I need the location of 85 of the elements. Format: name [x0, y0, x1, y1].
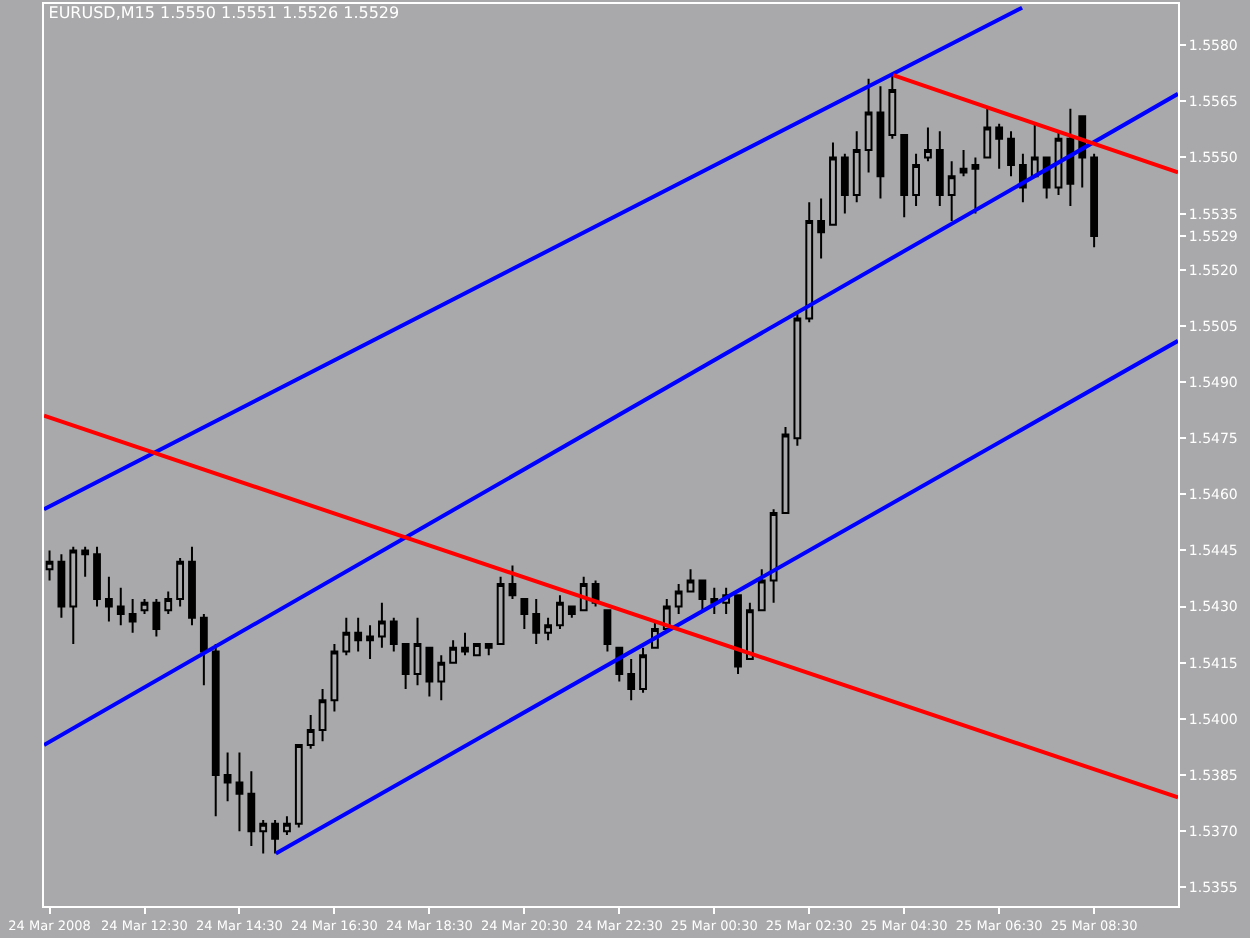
candlestick [235, 751, 244, 833]
candlestick [69, 545, 78, 645]
candlestick [271, 818, 279, 855]
candlestick [484, 643, 493, 657]
candlestick [544, 616, 552, 642]
candlestick [1090, 152, 1099, 249]
candlestick [283, 815, 291, 836]
candlestick [128, 598, 137, 634]
candlestick [164, 590, 173, 616]
candlestick [472, 643, 481, 657]
candlestick [342, 616, 351, 657]
candlestick [995, 122, 1004, 170]
candlestick [651, 620, 659, 649]
candlestick [389, 616, 398, 653]
candlestick [793, 309, 802, 447]
candlestick [639, 646, 647, 694]
candlestick [805, 201, 814, 324]
candlestick [140, 598, 149, 616]
candlestick [93, 545, 101, 608]
candlestick [354, 616, 363, 653]
candlestick [924, 126, 932, 163]
candlestick [840, 152, 849, 215]
candlestick [888, 74, 897, 140]
candlestick [211, 643, 220, 818]
candlestick [532, 598, 541, 645]
candlestick [722, 586, 731, 616]
candlestick [188, 545, 196, 627]
candlestick [852, 130, 861, 204]
candlestick [116, 586, 125, 627]
candlestick [710, 586, 719, 616]
candlestick [556, 594, 564, 631]
candlestick [401, 643, 410, 690]
candlestick [437, 654, 446, 702]
candlestick [223, 751, 232, 803]
candlestick [378, 601, 386, 649]
candlestick [294, 744, 303, 829]
candlestick [330, 643, 339, 713]
candlestick [734, 594, 742, 675]
candlestick [461, 631, 469, 657]
candlestick [662, 598, 671, 634]
candlestick [306, 714, 315, 750]
candlestick [567, 605, 576, 619]
candlestick [757, 568, 766, 612]
candlestick [674, 583, 683, 616]
candlestick [971, 156, 980, 215]
candlestick [45, 549, 54, 582]
candlestick [935, 130, 944, 208]
candlestick [686, 568, 695, 593]
candlestick [864, 77, 873, 174]
candlestick [449, 639, 458, 664]
candlestick [318, 687, 327, 743]
candlestick [603, 609, 612, 653]
candlestick [817, 197, 826, 260]
candlestick [259, 818, 268, 855]
candlestick [520, 598, 529, 631]
candlestick [627, 657, 636, 702]
candlestick [81, 545, 90, 578]
candlestick [769, 508, 778, 604]
candlestick [745, 601, 754, 660]
candlestick [1054, 130, 1063, 196]
candlestick [829, 141, 837, 226]
candlestick [247, 770, 256, 848]
candlestick [366, 624, 374, 660]
candlestick [1030, 122, 1039, 178]
chart-title: EURUSD,M15 1.5550 1.5551 1.5526 1.5529 [48, 3, 400, 22]
candlestick [1007, 130, 1015, 178]
candlestick [508, 564, 517, 601]
candlestick [698, 579, 707, 612]
candlestick [104, 575, 113, 623]
candlestick [579, 575, 588, 612]
candlestick [900, 134, 909, 219]
candlestick [152, 598, 161, 638]
candlestick [199, 613, 208, 687]
candlestick [876, 85, 885, 200]
candlestick [57, 553, 66, 619]
candlestick [781, 425, 790, 515]
candlestick [1066, 107, 1075, 208]
candlestick [912, 152, 920, 208]
candlestick [176, 556, 185, 608]
candlestick [959, 148, 968, 178]
candlestick [496, 575, 505, 645]
candlestick [425, 646, 434, 698]
candlestick [983, 107, 992, 159]
candlestick [947, 160, 956, 223]
candlestick [413, 616, 422, 687]
